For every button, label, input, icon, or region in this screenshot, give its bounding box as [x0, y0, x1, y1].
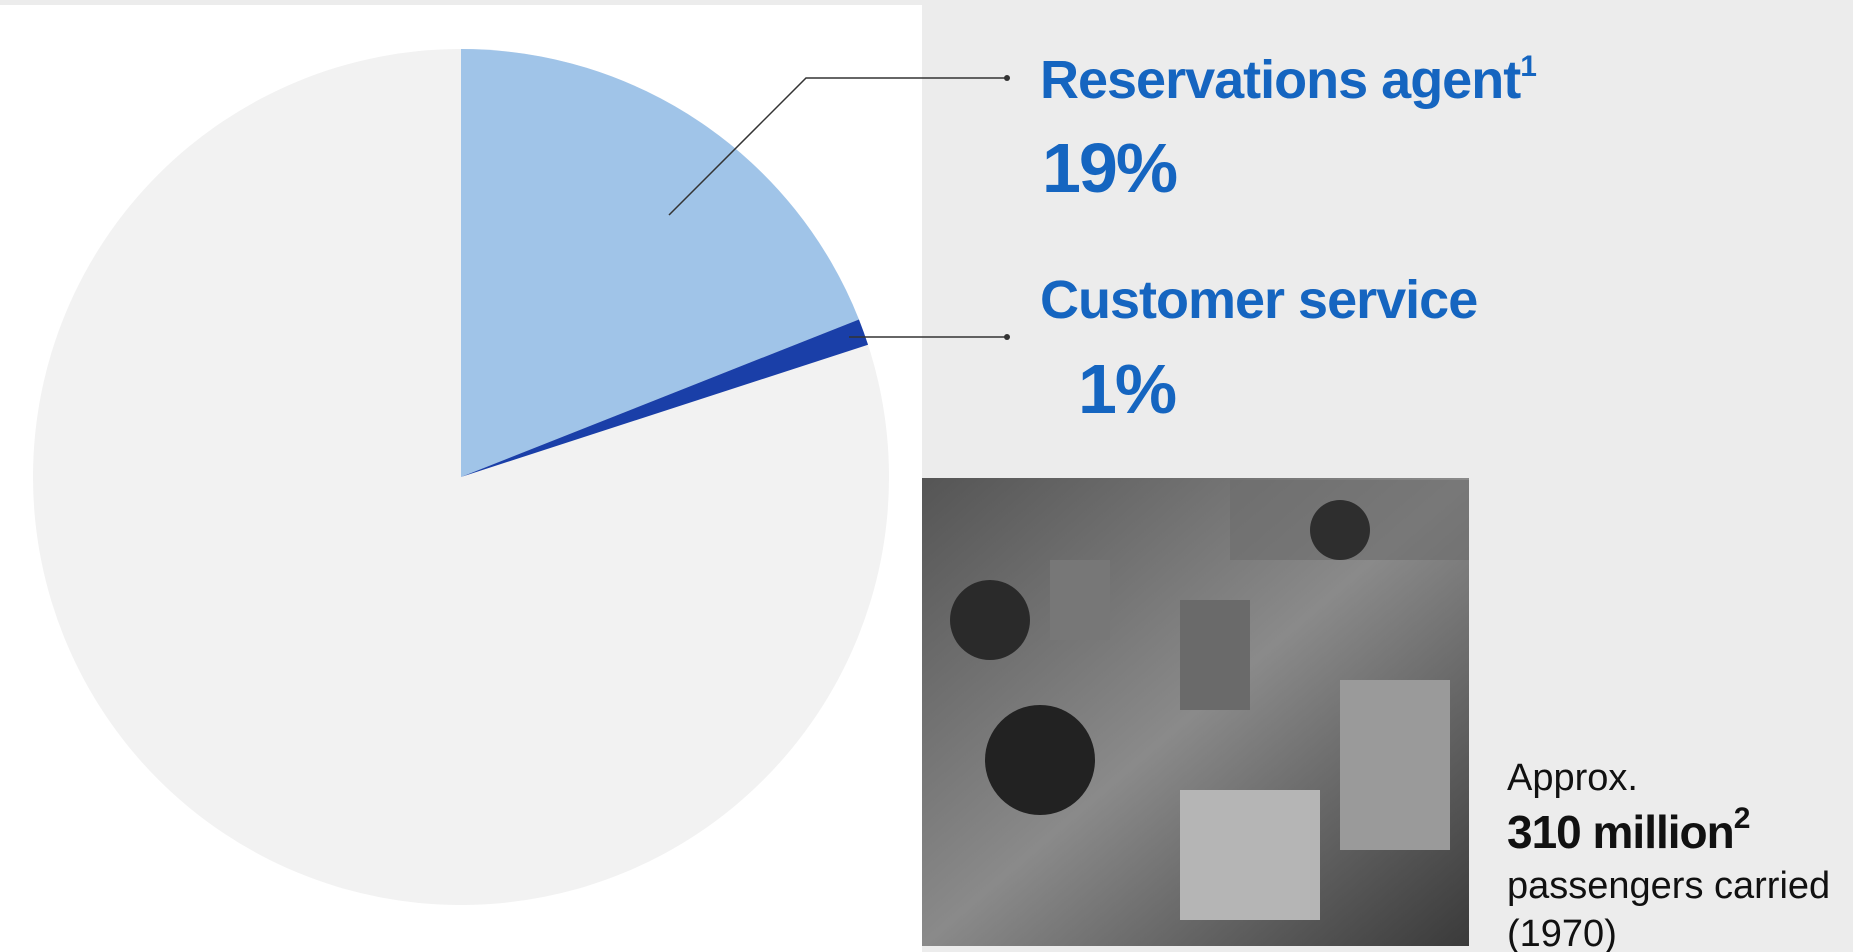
- pie-slice: [461, 319, 869, 477]
- note-figure: 310 million2: [1507, 802, 1750, 858]
- slices: [461, 49, 869, 477]
- value-label: 1%: [1078, 350, 1176, 428]
- category-label: Customer service: [1040, 270, 1477, 330]
- leader-dot: [1004, 75, 1010, 81]
- value-label: 19%: [1042, 129, 1177, 207]
- note-line: passengers carried: [1507, 865, 1830, 907]
- pie-slice: [461, 49, 859, 477]
- category-name: Reservations agent: [1040, 50, 1521, 110]
- category-name: Customer service: [1040, 270, 1477, 330]
- leader-dot: [1004, 334, 1010, 340]
- note-line: (1970): [1507, 913, 1617, 952]
- footnote-mark: 2: [1734, 802, 1750, 835]
- footnote-mark: 1: [1520, 50, 1536, 83]
- category-label: Reservations agent1: [1040, 50, 1536, 110]
- photo: [922, 478, 1469, 946]
- note-prefix: Approx.: [1507, 757, 1638, 799]
- leader-line: [668, 77, 1007, 216]
- note-figure-text: 310 million: [1507, 806, 1734, 858]
